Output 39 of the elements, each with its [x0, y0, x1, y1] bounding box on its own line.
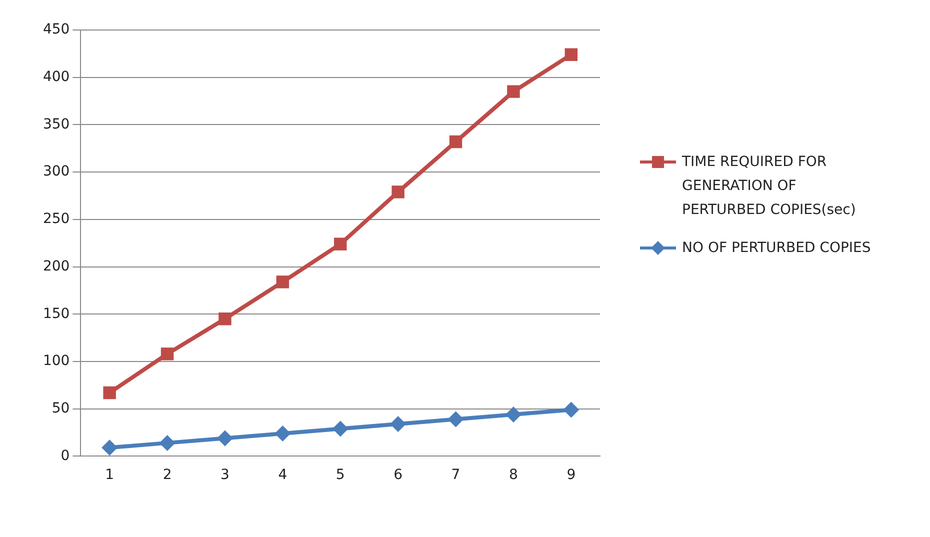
- point: [334, 238, 347, 250]
- y-tick-label: 400: [42, 68, 70, 85]
- y-tick-label: 150: [42, 306, 70, 322]
- point: [218, 312, 232, 326]
- x-tick-label: 9: [566, 467, 576, 484]
- point: [505, 406, 522, 423]
- point: [448, 411, 464, 428]
- y-tick-label: 350: [42, 116, 70, 132]
- y-tick-label: 300: [42, 164, 70, 180]
- legend-label: NO OF PERTURBED COPIES: [682, 239, 871, 258]
- y-tick-label: 0: [60, 448, 70, 464]
- y-tick-label: 100: [42, 353, 70, 370]
- point: [563, 402, 580, 418]
- point: [160, 348, 174, 360]
- x-tick-label: 4: [278, 467, 288, 484]
- y-tick-label: 450: [42, 22, 70, 38]
- x-tick-label: 6: [394, 467, 403, 484]
- y-tick-label: 200: [42, 258, 70, 274]
- x-tick-label: 3: [220, 467, 230, 484]
- point: [390, 416, 406, 432]
- y-tick-label: 250: [42, 211, 70, 228]
- point: [332, 420, 348, 437]
- point: [216, 430, 233, 446]
- point: [276, 276, 290, 288]
- x-tick-label: 7: [451, 467, 460, 484]
- point: [159, 434, 176, 451]
- point: [102, 440, 118, 456]
- x-tick-label: 8: [508, 467, 518, 484]
- point: [103, 386, 116, 400]
- x-tick-label: 2: [162, 467, 172, 484]
- x-tick-label: 5: [336, 467, 345, 484]
- point: [564, 48, 578, 61]
- y-tick-label: 50: [52, 400, 70, 416]
- point: [507, 85, 520, 98]
- point: [449, 135, 462, 148]
- x-tick-label: 1: [105, 467, 114, 484]
- point: [392, 186, 404, 198]
- legend-label: TIME REQUIRED FOR GENERATION OF PERTURBED COPIES(sec): [682, 153, 857, 220]
- point: [274, 425, 291, 442]
